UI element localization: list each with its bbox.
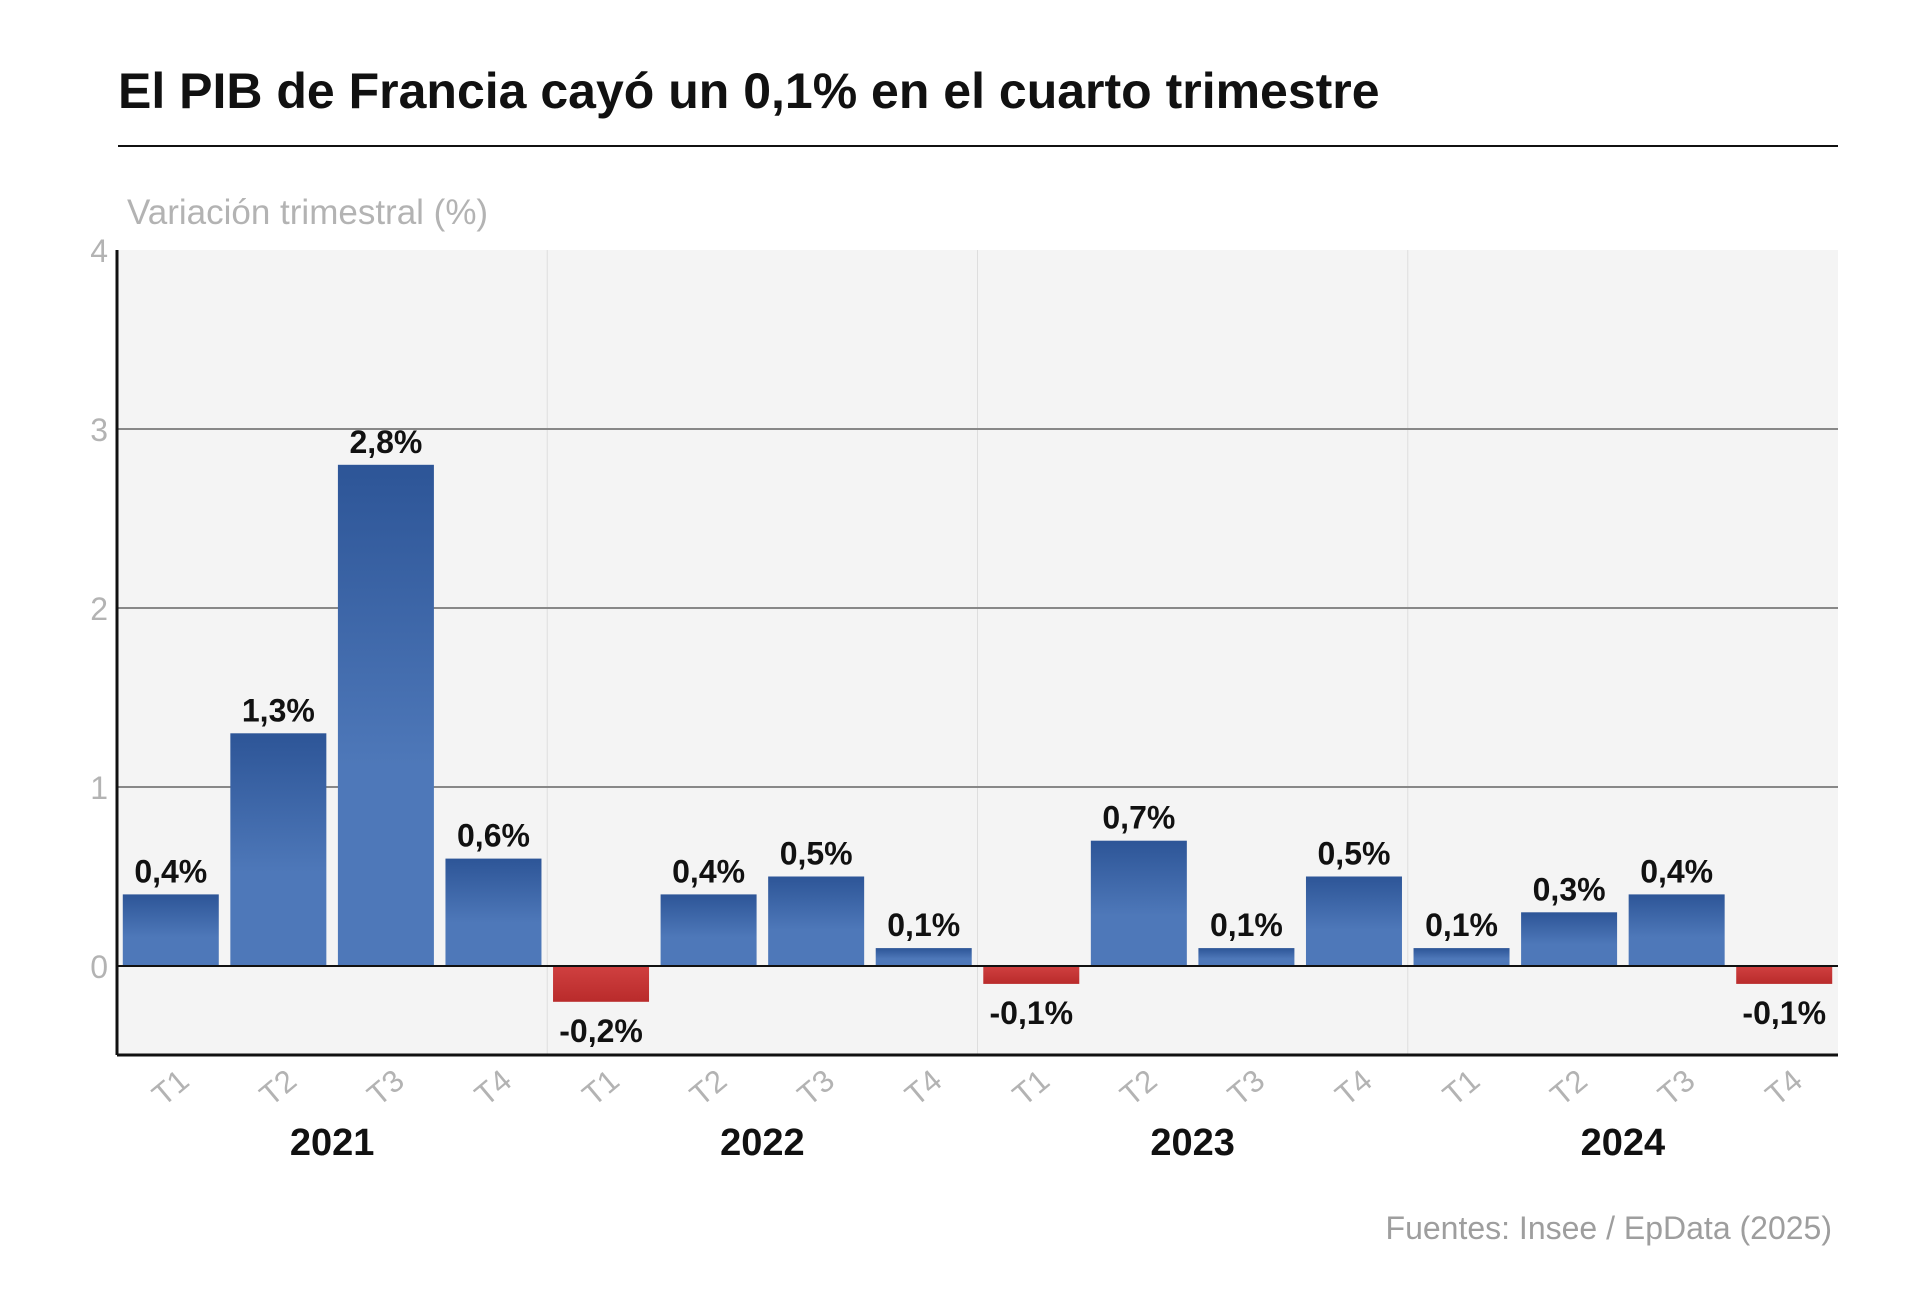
- x-tick-label: T2: [683, 1063, 733, 1113]
- data-label: 0,3%: [1533, 871, 1606, 907]
- bar: [1628, 894, 1725, 966]
- chart-title: El PIB de Francia cayó un 0,1% en el cua…: [118, 63, 1380, 119]
- bar: [1736, 966, 1833, 984]
- title-divider: [118, 145, 1838, 147]
- y-tick-label: 0: [90, 949, 108, 985]
- y-axis-label: Variación trimestral (%): [127, 193, 489, 232]
- data-label: 0,4%: [134, 853, 207, 889]
- data-label: 0,1%: [887, 907, 960, 943]
- bar: [875, 948, 972, 966]
- bar: [553, 966, 650, 1002]
- bar: [122, 894, 219, 966]
- x-tick-label: T3: [1221, 1063, 1271, 1113]
- data-label: -0,1%: [989, 995, 1073, 1031]
- y-tick-label: 4: [90, 233, 108, 269]
- data-label: 0,4%: [1640, 853, 1713, 889]
- data-label: -0,1%: [1742, 995, 1826, 1031]
- x-tick-label: T3: [791, 1063, 841, 1113]
- x-tick-label: T2: [253, 1063, 303, 1113]
- source-note: Fuentes: Insee / EpData (2025): [1385, 1210, 1832, 1246]
- bar: [230, 733, 327, 966]
- x-tick-label: T2: [1544, 1063, 1594, 1113]
- year-label: 2024: [1581, 1122, 1666, 1164]
- data-label: 0,7%: [1102, 800, 1175, 836]
- x-tick-label: T4: [1329, 1063, 1379, 1113]
- x-tick-label: T1: [576, 1063, 626, 1113]
- x-tick-label: T4: [468, 1063, 518, 1113]
- data-label: 1,3%: [242, 692, 315, 728]
- data-label: 0,1%: [1210, 907, 1283, 943]
- bar: [660, 894, 757, 966]
- year-label: 2021: [290, 1122, 375, 1164]
- x-tick-label: T4: [1759, 1063, 1809, 1113]
- bar: [1090, 840, 1187, 966]
- year-label: 2023: [1150, 1122, 1235, 1164]
- x-tick-label: T2: [1113, 1063, 1163, 1113]
- data-label: 0,6%: [457, 818, 530, 854]
- data-label: 0,4%: [672, 853, 745, 889]
- bar: [1413, 948, 1510, 966]
- data-label: 0,5%: [1318, 836, 1391, 872]
- data-label: 0,1%: [1425, 907, 1498, 943]
- x-tick-label: T1: [1006, 1063, 1056, 1113]
- y-tick-label: 2: [90, 591, 108, 627]
- bar: [1198, 948, 1295, 966]
- x-tick-label: T3: [1651, 1063, 1701, 1113]
- year-label: 2022: [720, 1122, 805, 1164]
- bar: [1521, 912, 1618, 966]
- bar: [445, 858, 542, 966]
- x-tick-label: T4: [898, 1063, 948, 1113]
- y-tick-label: 1: [90, 770, 108, 806]
- x-tick-label: T1: [1436, 1063, 1486, 1113]
- data-label: 0,5%: [780, 836, 853, 872]
- bar: [1305, 876, 1402, 966]
- bar: [768, 876, 865, 966]
- data-label: 2,8%: [349, 424, 422, 460]
- bar: [337, 464, 434, 966]
- data-label: -0,2%: [559, 1013, 643, 1049]
- x-tick-label: T3: [360, 1063, 410, 1113]
- bar: [983, 966, 1080, 984]
- x-tick-label: T1: [145, 1063, 195, 1113]
- y-tick-label: 3: [90, 412, 108, 448]
